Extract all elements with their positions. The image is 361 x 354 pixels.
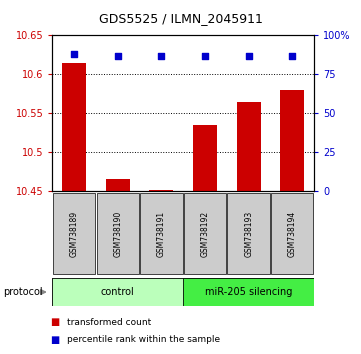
Text: transformed count: transformed count	[67, 318, 151, 327]
Bar	[52, 278, 183, 306]
Bar	[53, 193, 95, 274]
Text: GSM738191: GSM738191	[157, 211, 166, 257]
Text: percentile rank within the sample: percentile rank within the sample	[67, 335, 220, 344]
Bar	[227, 193, 270, 274]
Bar	[62, 63, 86, 191]
Point	[202, 53, 208, 58]
Text: GSM738192: GSM738192	[200, 211, 209, 257]
Text: GSM738193: GSM738193	[244, 211, 253, 257]
Bar	[271, 193, 313, 274]
Bar	[183, 278, 314, 306]
Bar	[193, 125, 217, 191]
Text: protocol: protocol	[4, 287, 43, 297]
Point	[158, 53, 164, 58]
Text: control: control	[101, 287, 135, 297]
Text: GSM738190: GSM738190	[113, 211, 122, 257]
Text: ■: ■	[51, 335, 60, 345]
Text: GSM738194: GSM738194	[288, 211, 297, 257]
Bar	[149, 190, 173, 191]
Text: miR-205 silencing: miR-205 silencing	[205, 287, 292, 297]
Bar	[280, 90, 304, 191]
Point	[71, 51, 77, 57]
Text: ■: ■	[51, 317, 60, 327]
Text: GDS5525 / ILMN_2045911: GDS5525 / ILMN_2045911	[99, 12, 262, 25]
Text: GSM738189: GSM738189	[70, 211, 79, 257]
Bar	[106, 179, 130, 191]
Bar	[140, 193, 183, 274]
Bar	[184, 193, 226, 274]
Point	[246, 53, 252, 58]
Bar	[237, 102, 261, 191]
Bar	[97, 193, 139, 274]
Point	[290, 53, 295, 58]
Point	[115, 53, 121, 58]
